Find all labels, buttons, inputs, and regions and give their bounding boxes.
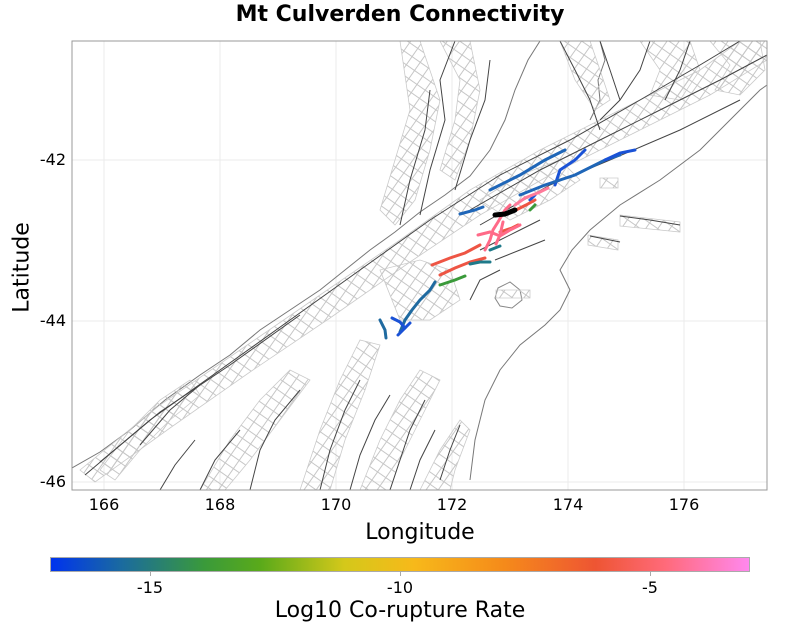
connected-faults [378,148,637,340]
y-axis-label: Latitude [9,222,35,313]
x-tick-label: 170 [320,495,352,514]
colorbar [50,557,750,572]
colorbar-tick-label: -15 [136,578,164,597]
x-axis-label: Longitude [365,520,475,545]
selected-fault-mt-culverden [492,207,518,218]
fault-traces [84,41,767,490]
chart-title: Mt Culverden Connectivity [235,2,565,27]
x-tick-label: 166 [88,495,120,514]
banks-peninsula [494,281,523,309]
colorbar-tick-label: -10 [386,578,414,597]
plot-frame [71,40,768,491]
x-tick-label: 176 [668,495,700,514]
y-tick-label: -46 [39,472,66,491]
x-tick-label: 174 [552,495,584,514]
x-tick-label: 168 [204,495,236,514]
colorbar-label: Log10 Co-rupture Rate [274,598,526,623]
colorbar-tick-mark [150,572,151,576]
colorbar-tick-label: -5 [642,578,658,597]
colorbar-tick-mark [400,572,401,576]
colorbar-tick-mark [650,572,651,576]
y-tick-label: -42 [39,150,66,169]
x-tick-label: 172 [436,495,468,514]
y-tick-label: -44 [39,311,66,330]
